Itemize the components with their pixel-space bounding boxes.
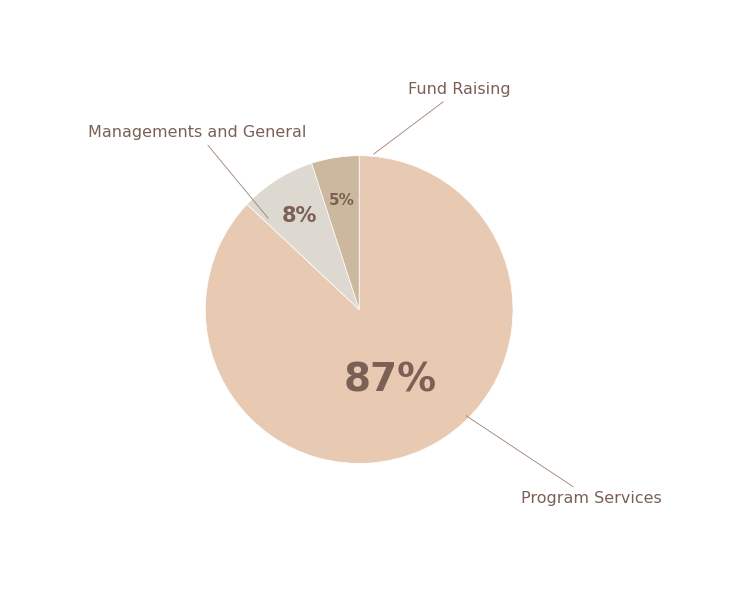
Text: Fund Raising: Fund Raising [374, 83, 510, 154]
Text: Program Services: Program Services [466, 416, 661, 506]
Text: 8%: 8% [282, 206, 317, 226]
Text: Managements and General: Managements and General [89, 126, 307, 218]
Wedge shape [205, 156, 513, 463]
Wedge shape [247, 163, 359, 310]
Text: 87%: 87% [343, 361, 436, 399]
Wedge shape [312, 156, 359, 310]
Text: 5%: 5% [329, 192, 355, 208]
